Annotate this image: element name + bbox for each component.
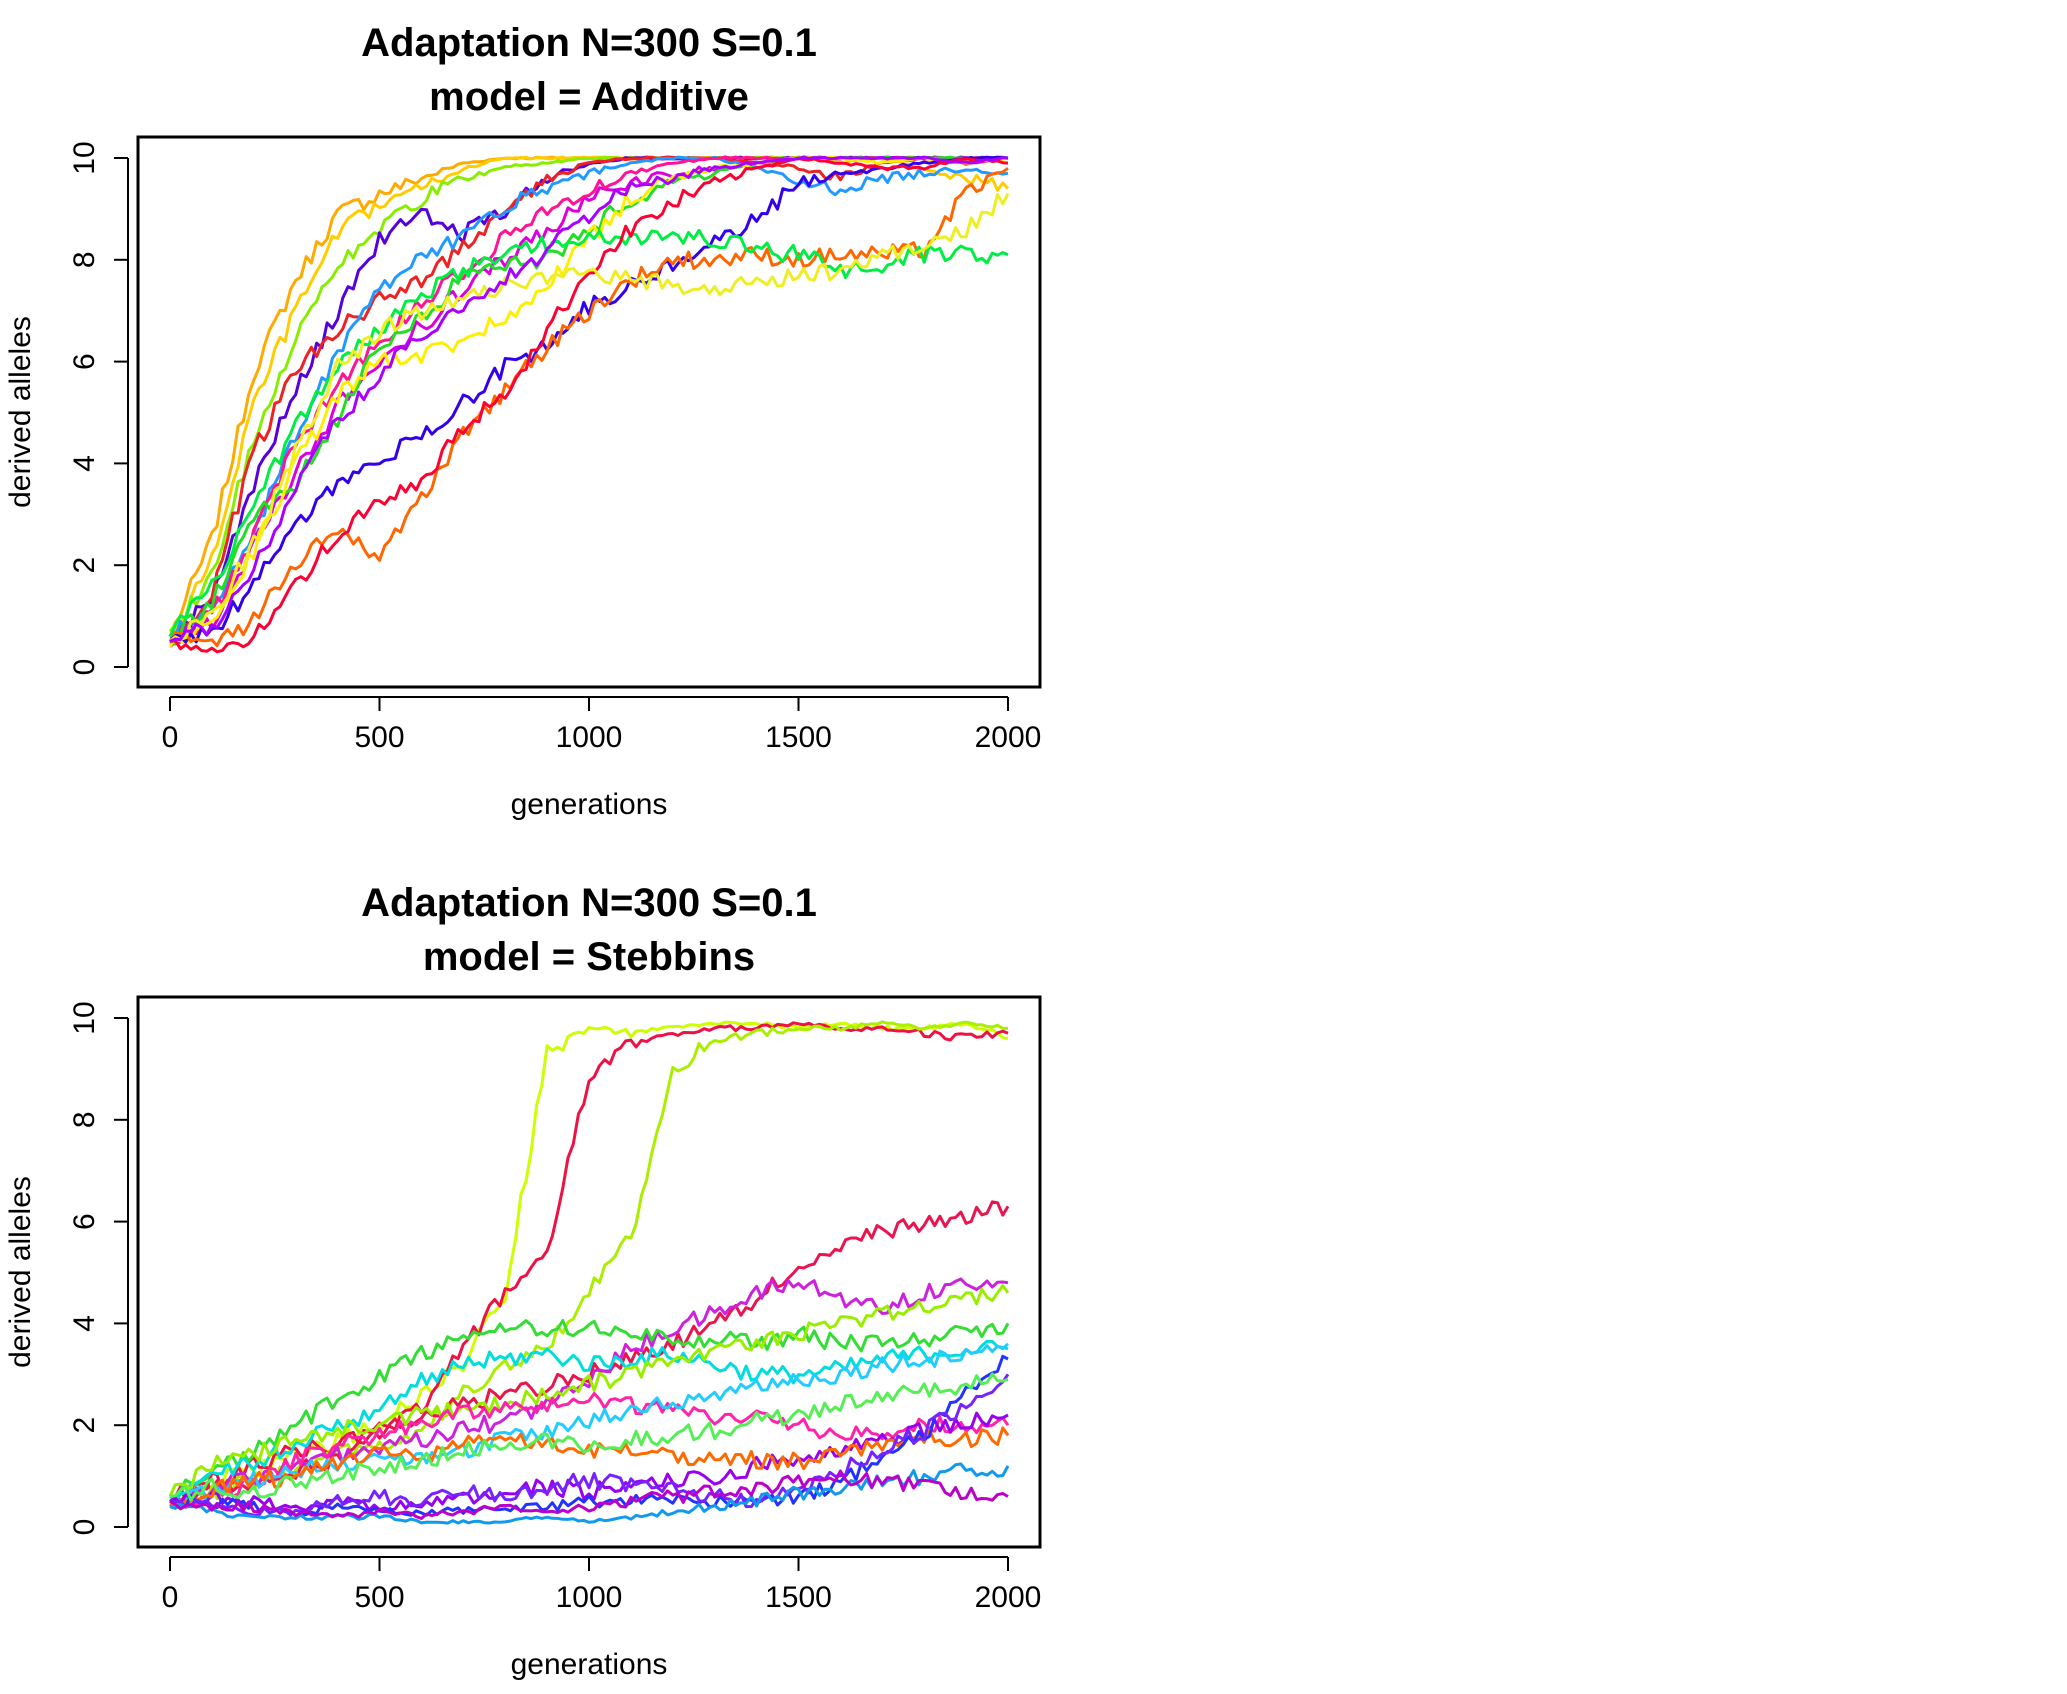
series-line <box>169 157 1009 654</box>
y-axis: 0 2 4 6 8 10 <box>68 141 129 676</box>
series-line <box>169 1021 1009 1503</box>
plot-lines <box>168 155 1010 654</box>
plot-lines <box>168 1020 1010 1525</box>
x-tick-label: 1000 <box>556 1581 623 1614</box>
plot-frame <box>136 135 1042 689</box>
y-tick-label: 10 <box>68 141 101 174</box>
chart-title-line-1: Adaptation N=300 S=0.1 <box>361 881 817 925</box>
series-line <box>168 1342 1010 1507</box>
series-line <box>169 1020 1009 1503</box>
series-line <box>169 1469 1009 1520</box>
y-tick-label: 2 <box>68 1417 101 1434</box>
chart-panel-stebbins: Adaptation N=300 S=0.1 model = Stebbins … <box>4 881 1042 1681</box>
x-tick-label: 500 <box>354 721 404 754</box>
series-line <box>169 1319 1010 1502</box>
y-tick-label: 6 <box>68 1213 101 1230</box>
series-line <box>168 1284 1010 1498</box>
x-tick-label: 2000 <box>975 1581 1042 1614</box>
x-tick-label: 1500 <box>765 1581 832 1614</box>
x-tick-label: 0 <box>162 1581 179 1614</box>
chart-title-line-2: model = Additive <box>429 75 749 119</box>
y-tick-label: 4 <box>68 1315 101 1332</box>
y-axis-label: derived alleles <box>4 1176 37 1368</box>
x-tick-label: 0 <box>162 721 179 754</box>
series-line <box>169 1373 1010 1517</box>
series-line <box>168 155 1009 648</box>
series-line <box>169 1339 1009 1507</box>
x-tick-label: 500 <box>354 1581 404 1614</box>
y-axis-label: derived alleles <box>4 316 37 508</box>
chart-title-line-2: model = Stebbins <box>423 935 755 979</box>
x-axis: 0 500 1000 1500 2000 <box>162 696 1042 754</box>
series-line <box>169 166 1009 648</box>
y-axis: 0 2 4 6 8 10 <box>68 1001 129 1536</box>
y-tick-label: 6 <box>68 353 101 370</box>
series-line <box>169 1372 1009 1502</box>
y-tick-label: 8 <box>68 251 101 268</box>
x-axis: 0 500 1000 1500 2000 <box>162 1556 1042 1614</box>
y-tick-label: 10 <box>68 1001 101 1034</box>
series-line <box>168 228 1009 638</box>
series-line <box>169 1411 1009 1512</box>
y-tick-label: 2 <box>68 557 101 574</box>
chart-panel-additive: Adaptation N=300 S=0.1 model = Additive … <box>4 21 1042 821</box>
x-tick-label: 1000 <box>556 721 623 754</box>
plot-frame <box>136 995 1042 1549</box>
series-line <box>169 1426 1010 1508</box>
y-tick-label: 4 <box>68 455 101 472</box>
x-tick-label: 1500 <box>765 721 832 754</box>
y-tick-label: 8 <box>68 1111 101 1128</box>
y-tick-label: 0 <box>68 1519 101 1536</box>
series-line <box>169 155 1009 643</box>
x-tick-label: 2000 <box>975 721 1042 754</box>
series-line <box>168 192 1010 643</box>
chart-title-line-1: Adaptation N=300 S=0.1 <box>361 21 817 65</box>
y-tick-label: 0 <box>68 659 101 676</box>
x-axis-label: generations <box>511 1648 668 1681</box>
series-line <box>168 1392 1010 1509</box>
x-axis-label: generations <box>511 788 668 821</box>
